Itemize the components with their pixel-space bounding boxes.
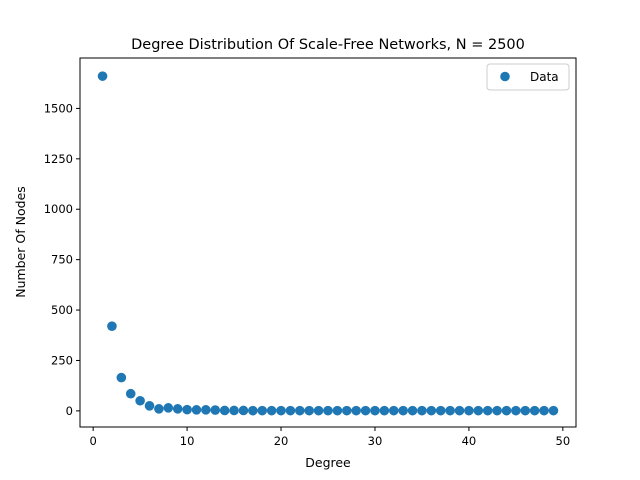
plot-area [80, 58, 576, 427]
data-point [163, 403, 174, 413]
data-point [435, 405, 446, 416]
data-point [135, 395, 145, 406]
data-point [492, 405, 502, 416]
y-tick-label: 1250 [44, 152, 73, 166]
y-axis-label: Number Of Nodes [13, 186, 28, 298]
legend: Data [486, 63, 570, 91]
data-point [276, 405, 286, 416]
data-point [398, 405, 408, 416]
y-tick-label: 0 [66, 404, 73, 418]
data-point [219, 405, 230, 416]
x-axis-label: Degree [305, 455, 351, 470]
data-point [266, 405, 277, 416]
data-point [201, 405, 211, 415]
data-point [154, 404, 164, 414]
data-point [473, 405, 484, 416]
data-point [97, 71, 108, 81]
y-tick-label: 1000 [44, 202, 73, 216]
x-tick-label: 30 [368, 434, 383, 448]
data-point [379, 405, 390, 416]
data-point [182, 404, 192, 415]
data-point [172, 404, 183, 414]
x-tick-label: 40 [462, 434, 477, 448]
data-point [238, 405, 249, 416]
data-point [520, 405, 531, 416]
legend-marker [500, 71, 510, 82]
data-point [341, 405, 352, 416]
data-point [464, 405, 474, 416]
x-tick-label: 50 [556, 434, 571, 448]
legend-label: Data [530, 70, 559, 84]
y-tick-label: 1500 [44, 101, 73, 115]
data-point [144, 401, 155, 411]
y-tick-label: 500 [51, 303, 73, 317]
data-point [511, 405, 521, 416]
y-axis-ticks: 0 250 500 750 1000 1250 1500 [44, 101, 80, 418]
data-point [454, 405, 465, 416]
data-point [529, 405, 540, 416]
data-point [191, 405, 202, 415]
data-point [360, 405, 371, 416]
legend-box [486, 63, 570, 91]
data-point [210, 405, 221, 415]
axes-background [80, 58, 576, 427]
data-point [125, 388, 136, 399]
y-tick-label: 750 [51, 253, 73, 267]
data-point [388, 405, 399, 416]
x-axis-ticks: 0 10 20 30 40 50 [89, 427, 570, 448]
data-point [548, 405, 559, 416]
y-tick-label: 250 [51, 353, 73, 367]
data-point [295, 405, 305, 416]
chart-title: Degree Distribution Of Scale-Free Networ… [131, 37, 525, 53]
data-point [351, 405, 361, 416]
data-point [116, 372, 127, 383]
data-point [501, 405, 512, 416]
data-point [417, 405, 427, 416]
data-point [313, 405, 324, 416]
data-point [257, 405, 268, 416]
data-point [323, 405, 333, 416]
data-points [97, 71, 559, 416]
data-point [229, 405, 239, 416]
data-point [248, 405, 258, 416]
data-point [539, 405, 549, 416]
data-point [332, 405, 343, 416]
x-tick-label: 10 [180, 434, 195, 448]
axes-frame [79, 57, 577, 428]
data-point [407, 405, 418, 416]
x-tick-label: 0 [89, 434, 96, 448]
data-point [482, 405, 493, 416]
data-point [107, 321, 117, 331]
x-tick-label: 20 [274, 434, 289, 448]
data-point [370, 405, 380, 416]
data-point [285, 405, 296, 416]
data-point [304, 405, 315, 416]
data-point [426, 405, 437, 416]
data-point [445, 405, 455, 416]
